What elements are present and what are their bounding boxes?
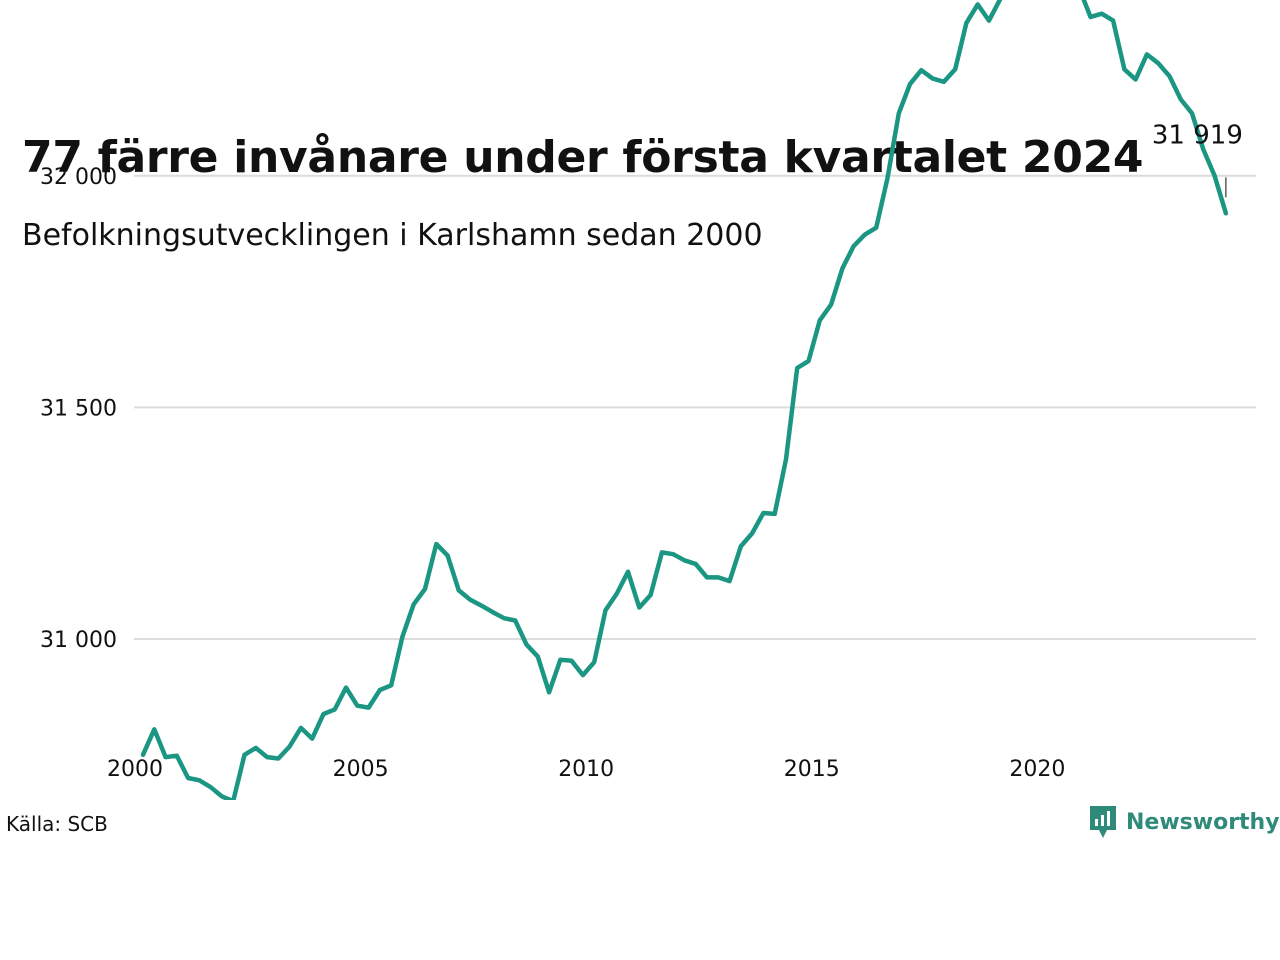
x-tick-label: 2010 <box>558 757 614 782</box>
x-tick-label: 2005 <box>333 757 389 782</box>
series-layer <box>140 0 1229 800</box>
x-axis-ticks: 2000 2005 2010 2015 2020 <box>107 757 1065 782</box>
y-tick-label: 31 000 <box>40 628 117 653</box>
y-tick-label: 32 000 <box>40 165 117 190</box>
chart-badge-icon <box>1090 806 1116 838</box>
x-tick-label: 2000 <box>107 757 163 782</box>
x-tick-label: 2020 <box>1009 757 1065 782</box>
annotation-layer: 31 919 <box>1152 120 1243 198</box>
annotation-last-value: 31 919 <box>1152 120 1243 150</box>
chart-subtitle: Befolkningsutvecklingen i Karlshamn seda… <box>22 218 763 253</box>
source-note: Källa: SCB <box>6 812 108 836</box>
brand-name: Newsworthy <box>1126 809 1280 835</box>
y-tick-label: 31 500 <box>40 396 117 421</box>
brand-logo[interactable]: Newsworthy <box>1088 804 1280 840</box>
x-tick-label: 2015 <box>784 757 840 782</box>
series-line-population <box>140 0 1229 800</box>
gridlines <box>134 174 1256 640</box>
chart-title: 77 färre invånare under första kvartalet… <box>22 132 1144 183</box>
